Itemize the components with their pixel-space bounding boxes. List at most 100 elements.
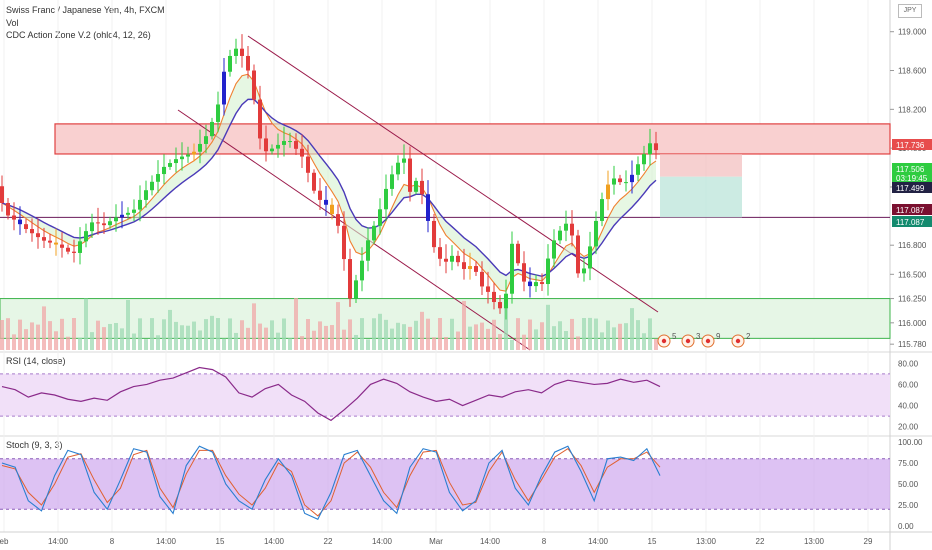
time-tick-label: 13:00 <box>804 537 825 546</box>
indicator-label: CDC Action Zone V.2 (ohlc4, 12, 26) <box>6 30 151 40</box>
candle-body <box>258 99 262 139</box>
price-tag-label: 117.736 <box>896 141 925 150</box>
candle-body <box>618 178 622 183</box>
volume-bar <box>426 318 430 350</box>
volume-bar <box>90 332 94 350</box>
volume-bar <box>54 331 58 350</box>
candle-body <box>372 225 376 241</box>
volume-bar <box>246 327 250 350</box>
candle-body <box>138 199 142 210</box>
volume-bar <box>384 319 388 350</box>
candle-body <box>114 217 118 222</box>
candle-body <box>576 235 580 274</box>
candle-body <box>342 225 346 260</box>
candle-body <box>108 221 112 226</box>
candle-body <box>516 243 520 264</box>
currency-badge[interactable]: JPY <box>898 4 922 18</box>
candle-body <box>570 223 574 236</box>
volume-bar <box>630 308 634 350</box>
volume-bar <box>606 320 610 350</box>
price-tick-label: 116.000 <box>898 319 927 328</box>
price-tick-label: 116.250 <box>898 295 927 304</box>
channel-upper-line <box>247 35 659 313</box>
candle-body <box>186 154 190 157</box>
volume-bar <box>462 300 466 350</box>
candle-body <box>498 302 502 309</box>
candle-body <box>24 224 28 230</box>
candle-body <box>240 48 244 56</box>
candle-body <box>18 219 22 225</box>
candle-body <box>420 180 424 195</box>
candle-body <box>270 148 274 152</box>
time-tick-label: 14:00 <box>480 537 501 546</box>
time-tick-label: 15 <box>216 537 225 546</box>
candle-body <box>468 266 472 269</box>
volume-bar <box>480 322 484 350</box>
event-marker-dot <box>685 338 691 344</box>
volume-bar <box>648 318 652 350</box>
candle-body <box>432 220 436 248</box>
volume-bar <box>528 319 532 350</box>
candle-body <box>0 186 4 203</box>
candle-body <box>312 172 316 191</box>
candle-body <box>390 174 394 189</box>
volume-bar <box>432 337 436 350</box>
volume-bar <box>174 321 178 350</box>
time-tick-label: Mar <box>429 537 443 546</box>
rsi-label: RSI (14, close) <box>6 356 66 366</box>
event-count: 9 <box>716 332 721 341</box>
volume-bar <box>264 327 268 350</box>
candle-body <box>252 70 256 100</box>
candle-body <box>336 214 340 226</box>
candle-body <box>348 259 352 299</box>
candle-body <box>588 246 592 269</box>
volume-bar <box>366 339 370 350</box>
volume-bar <box>276 332 280 350</box>
candle-body <box>492 291 496 303</box>
time-tick-label: 13:00 <box>696 537 717 546</box>
candle-body <box>330 204 334 215</box>
candle-body <box>66 247 70 252</box>
volume-bar <box>294 298 298 350</box>
volume-bar <box>186 325 190 350</box>
candle-body <box>408 158 412 192</box>
candle-body <box>228 55 232 72</box>
volume-bar <box>288 338 292 350</box>
candle-body <box>282 141 286 145</box>
candle-body <box>444 258 448 262</box>
candle-body <box>510 243 514 294</box>
volume-bar <box>0 320 4 350</box>
candle-body <box>48 240 52 243</box>
time-tick-label: 22 <box>756 537 765 546</box>
volume-bar <box>192 321 196 350</box>
volume-bar <box>132 333 136 350</box>
candle-body <box>300 148 304 157</box>
rsi-tick-label: 80.00 <box>898 359 919 368</box>
volume-bar <box>306 319 310 350</box>
volume-bar <box>24 329 28 350</box>
time-tick-label: 8 <box>110 537 115 546</box>
volume-bar <box>600 332 604 350</box>
candle-body <box>30 229 34 234</box>
candle-body <box>126 212 130 215</box>
price-tick-label: 116.800 <box>898 241 927 250</box>
price-tag-label: 117.506 <box>896 165 925 174</box>
event-marker-dot <box>705 338 711 344</box>
volume-bar <box>66 336 70 350</box>
price-tick-label: 118.200 <box>898 105 927 114</box>
volume-bar <box>204 319 208 350</box>
price-tag-box <box>892 139 932 150</box>
candle-body <box>276 144 280 149</box>
volume-bar <box>216 318 220 350</box>
candle-body <box>648 143 652 155</box>
candle-body <box>246 55 250 71</box>
volume-bar <box>342 329 346 350</box>
stoch-d-line <box>1 448 661 517</box>
candle-body <box>384 188 388 210</box>
volume-bar <box>42 306 46 350</box>
rsi-tick-label: 60.00 <box>898 380 919 389</box>
volume-bar <box>252 303 256 350</box>
volume-bar <box>72 318 76 350</box>
candle-body <box>156 174 160 182</box>
